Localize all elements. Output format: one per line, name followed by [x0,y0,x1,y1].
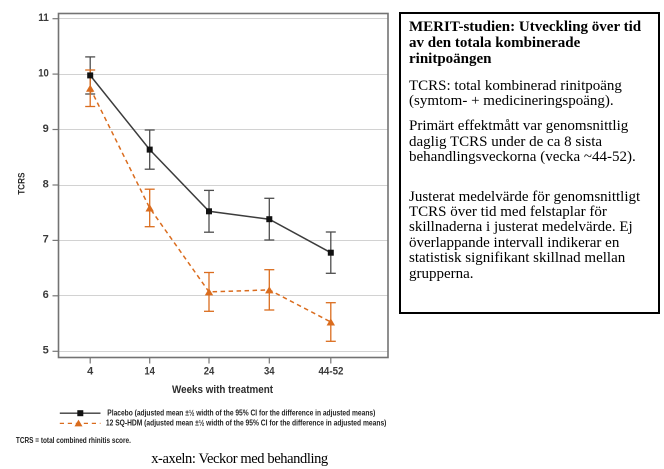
svg-text:5: 5 [43,345,49,357]
svg-text:11: 11 [38,12,49,24]
svg-text:12 SQ-HDM (adjusted mean ±½ wi: 12 SQ-HDM (adjusted mean ±½ width of the… [106,419,387,428]
svg-text:14: 14 [144,366,155,378]
svg-text:Placebo (adjusted mean ±½ widt: Placebo (adjusted mean ±½ width of the 9… [107,409,375,418]
svg-text:44-52: 44-52 [319,366,344,378]
svg-text:Weeks with treatment: Weeks with treatment [172,384,273,396]
svg-text:7: 7 [43,234,49,246]
svg-text:6: 6 [43,289,49,301]
svg-text:9: 9 [43,123,49,135]
svg-text:8: 8 [43,178,49,190]
svg-text:34: 34 [264,366,275,378]
svg-text:10: 10 [38,67,49,79]
svg-text:TCRS: TCRS [17,172,28,195]
svg-text:24: 24 [204,366,215,378]
svg-text:4: 4 [87,366,94,378]
svg-text:TCRS = total combined rhinitis: TCRS = total combined rhinitis score. [16,436,131,445]
